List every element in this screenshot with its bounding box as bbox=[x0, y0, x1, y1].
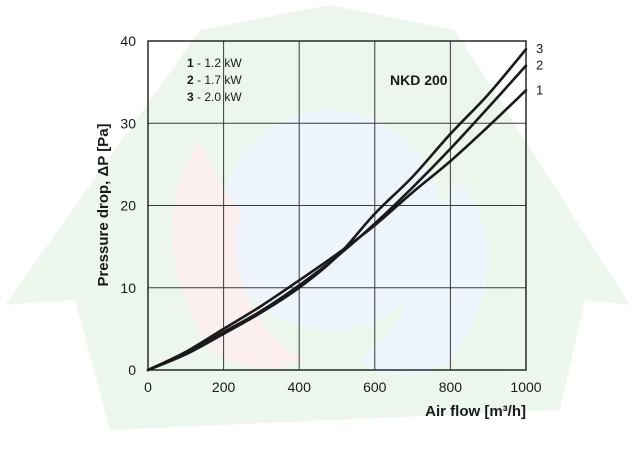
y-tick-label: 20 bbox=[120, 198, 136, 214]
x-tick-label: 600 bbox=[363, 379, 387, 395]
y-tick-label: 10 bbox=[120, 280, 136, 296]
plot-frame bbox=[147, 40, 527, 371]
curve-end-labels: 1 2 3 bbox=[536, 41, 543, 97]
y-tick-label: 40 bbox=[120, 33, 136, 49]
x-tick-label: 1000 bbox=[510, 379, 541, 395]
legend-entry-1: 1 - 1.2 kW bbox=[187, 56, 242, 70]
curves bbox=[146, 47, 528, 372]
x-tick-labels: 0 200 400 600 800 1000 bbox=[144, 379, 542, 395]
y-tick-label: 0 bbox=[128, 362, 136, 378]
curve-label-3: 3 bbox=[536, 41, 543, 56]
legend-entry-2: 2 - 1.7 kW bbox=[187, 73, 242, 87]
x-tick-label: 400 bbox=[288, 379, 312, 395]
x-tick-label: 0 bbox=[144, 379, 152, 395]
y-axis-title: Pressure drop, ΔP [Pa] bbox=[95, 123, 112, 286]
y-tick-labels: 0 10 20 30 40 bbox=[120, 33, 136, 378]
x-tick-label: 800 bbox=[439, 379, 463, 395]
x-tick-label: 200 bbox=[212, 379, 236, 395]
grid-lines bbox=[148, 41, 526, 370]
curve-label-2: 2 bbox=[536, 58, 543, 73]
x-axis-title: Air flow [m³/h] bbox=[425, 403, 526, 420]
series-3-line bbox=[146, 47, 528, 372]
series-1-line bbox=[146, 89, 528, 372]
chart-title: NKD 200 bbox=[390, 72, 448, 88]
legend-entry-3: 3 - 2.0 kW bbox=[187, 90, 242, 104]
curve-label-1: 1 bbox=[536, 82, 543, 97]
legend: 1 - 1.2 kW 2 - 1.7 kW 3 - 2.0 kW bbox=[187, 56, 242, 104]
y-tick-label: 30 bbox=[120, 115, 136, 131]
